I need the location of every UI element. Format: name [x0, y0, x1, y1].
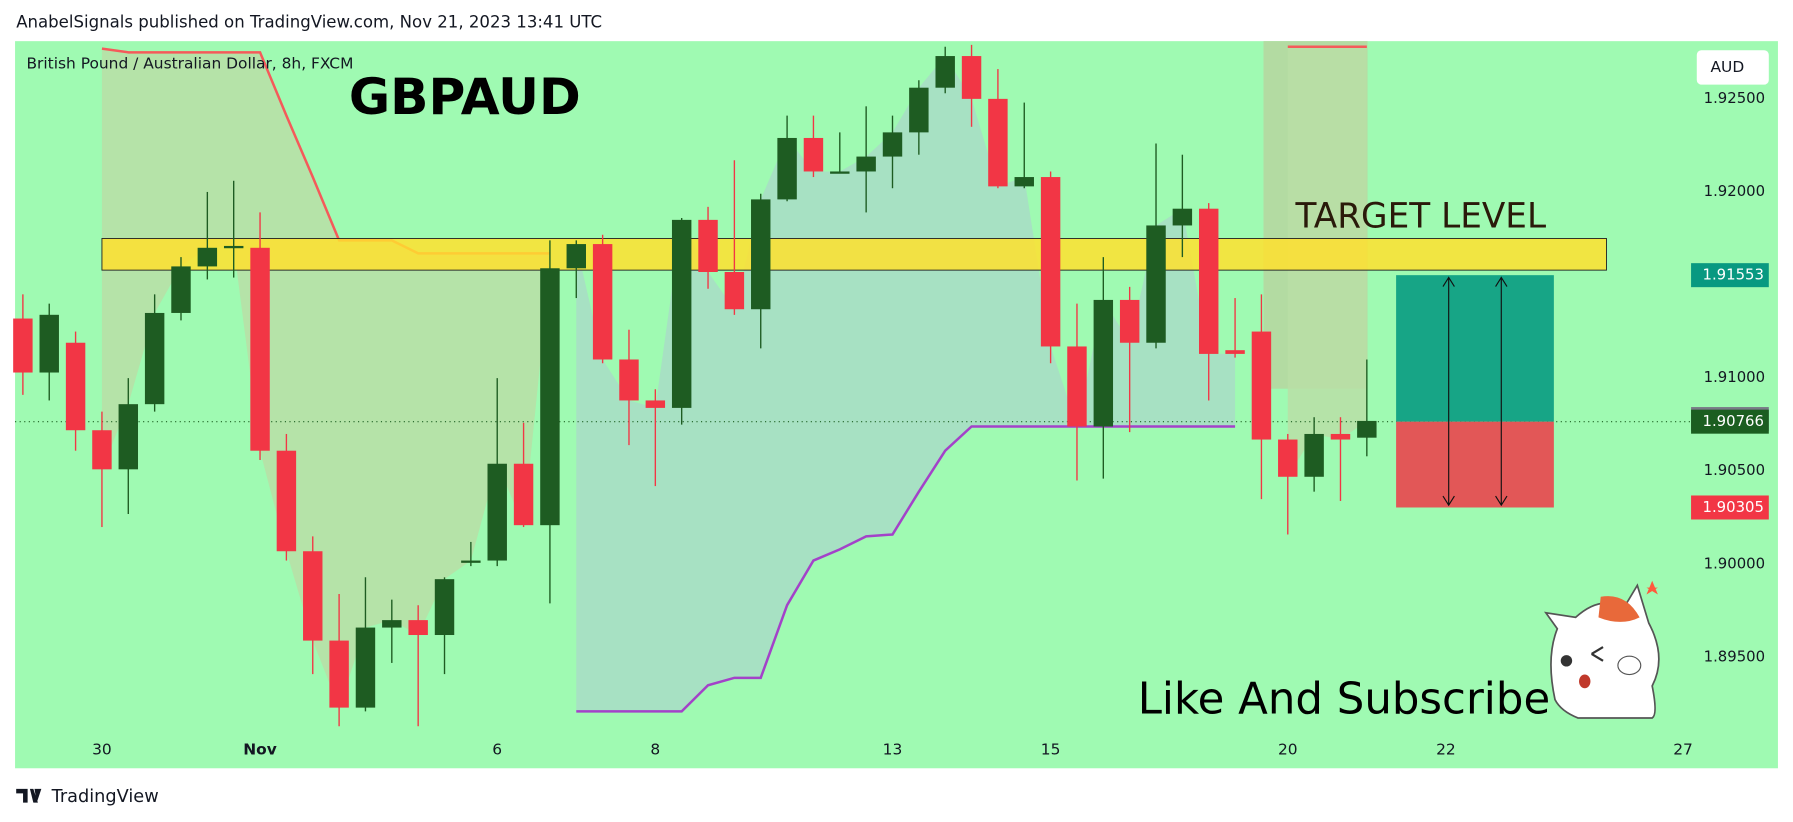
candle-body — [830, 171, 850, 174]
price-badge-label: 1.91553 — [1702, 266, 1763, 284]
currency-label: AUD — [1710, 58, 1744, 76]
candle-body — [1304, 433, 1324, 477]
x-tick-label: 15 — [1041, 740, 1061, 758]
candle-body — [1067, 346, 1087, 427]
candle-body — [935, 56, 955, 88]
x-tick-label: 22 — [1436, 740, 1456, 758]
candle-body — [671, 219, 692, 408]
candle-body — [513, 463, 534, 526]
candle-body — [329, 640, 349, 708]
target-zone — [101, 238, 1607, 271]
candle-body — [65, 342, 86, 431]
candle-body — [487, 463, 507, 561]
candle-body — [751, 199, 771, 310]
candle-body — [1251, 331, 1272, 440]
candle-body — [1278, 439, 1298, 477]
indicator-fill — [101, 48, 550, 708]
price-badge-label: 1.90305 — [1702, 498, 1763, 516]
candle-body — [1146, 225, 1166, 343]
candle-body — [909, 87, 929, 133]
y-tick-label: 1.92500 — [1704, 89, 1765, 107]
candle-body — [144, 312, 165, 405]
candle-body — [724, 271, 745, 310]
candle-body — [961, 56, 982, 99]
currency-box — [1696, 50, 1769, 85]
candle-body — [434, 579, 455, 636]
x-tick-label: 27 — [1673, 740, 1693, 758]
candle-body — [592, 244, 613, 360]
profit-zone — [1396, 275, 1554, 422]
y-tick-label: 1.90500 — [1704, 461, 1765, 479]
candle-body — [13, 318, 33, 373]
publish-header: AnabelSignals published on TradingView.c… — [16, 12, 602, 31]
candle-body — [1014, 177, 1034, 187]
symbol-info: British Pound / Australian Dollar, 8h, F… — [26, 55, 353, 73]
candle-body — [856, 156, 876, 172]
candle-body — [882, 132, 903, 157]
price-badge-label: 1.90766 — [1702, 412, 1763, 430]
price-badge — [1691, 263, 1769, 288]
candle-body — [197, 247, 218, 267]
y-tick-label: 1.91000 — [1704, 368, 1765, 386]
footer-brand: TradingView — [51, 787, 159, 807]
indicator-line — [576, 425, 1236, 713]
candle-body — [1119, 299, 1140, 343]
candle-body — [118, 404, 139, 470]
candle-body — [777, 137, 797, 200]
target-label: TARGET LEVEL — [1294, 196, 1546, 236]
candle-body — [171, 266, 191, 313]
x-tick-label: Nov — [243, 740, 277, 758]
plot-layer: TARGET LEVEL — [13, 44, 1690, 727]
candle-body — [698, 219, 718, 272]
candle-body — [1093, 299, 1114, 427]
candle-body — [540, 268, 560, 526]
candle-body — [223, 245, 244, 249]
caption: Like And Subscribe — [1138, 674, 1550, 724]
candle-body — [1225, 350, 1245, 354]
candle-body — [92, 430, 112, 470]
candle-body — [303, 551, 323, 641]
loss-zone — [1396, 421, 1554, 508]
y-tick-label: 1.89500 — [1704, 647, 1765, 665]
candle-body — [276, 450, 297, 552]
cat-sticker — [1543, 580, 1660, 719]
range-arrow — [1442, 276, 1455, 507]
candle-body — [408, 620, 428, 636]
indicator-fill — [576, 56, 1236, 712]
x-tick-label: 13 — [883, 740, 903, 758]
candle-body — [1040, 177, 1061, 347]
chart-title: GBPAUD — [349, 67, 581, 126]
candle-body — [803, 137, 824, 172]
candle-body — [355, 627, 376, 708]
y-tick-label: 1.90000 — [1704, 554, 1765, 572]
price-badge — [1691, 409, 1769, 434]
candle-body — [1357, 420, 1377, 438]
candle-body — [250, 247, 270, 451]
x-tick-label: 30 — [92, 740, 112, 758]
candle-body — [645, 400, 666, 408]
candle-body — [39, 314, 59, 373]
candle-body — [988, 98, 1008, 187]
candle-body — [566, 244, 586, 269]
candle-body — [382, 620, 402, 628]
candle-body — [1172, 208, 1193, 226]
y-tick-label: 1.92000 — [1704, 182, 1765, 200]
candle-body — [619, 359, 639, 401]
range-arrow — [1495, 276, 1508, 507]
footer-logo — [16, 788, 42, 803]
price-badge — [1691, 495, 1769, 520]
x-tick-label: 8 — [650, 740, 660, 758]
candle-body — [1199, 208, 1219, 354]
candle-body — [461, 560, 481, 563]
x-tick-label: 20 — [1278, 740, 1298, 758]
x-tick-label: 6 — [492, 740, 502, 758]
candle-body — [1330, 433, 1351, 440]
